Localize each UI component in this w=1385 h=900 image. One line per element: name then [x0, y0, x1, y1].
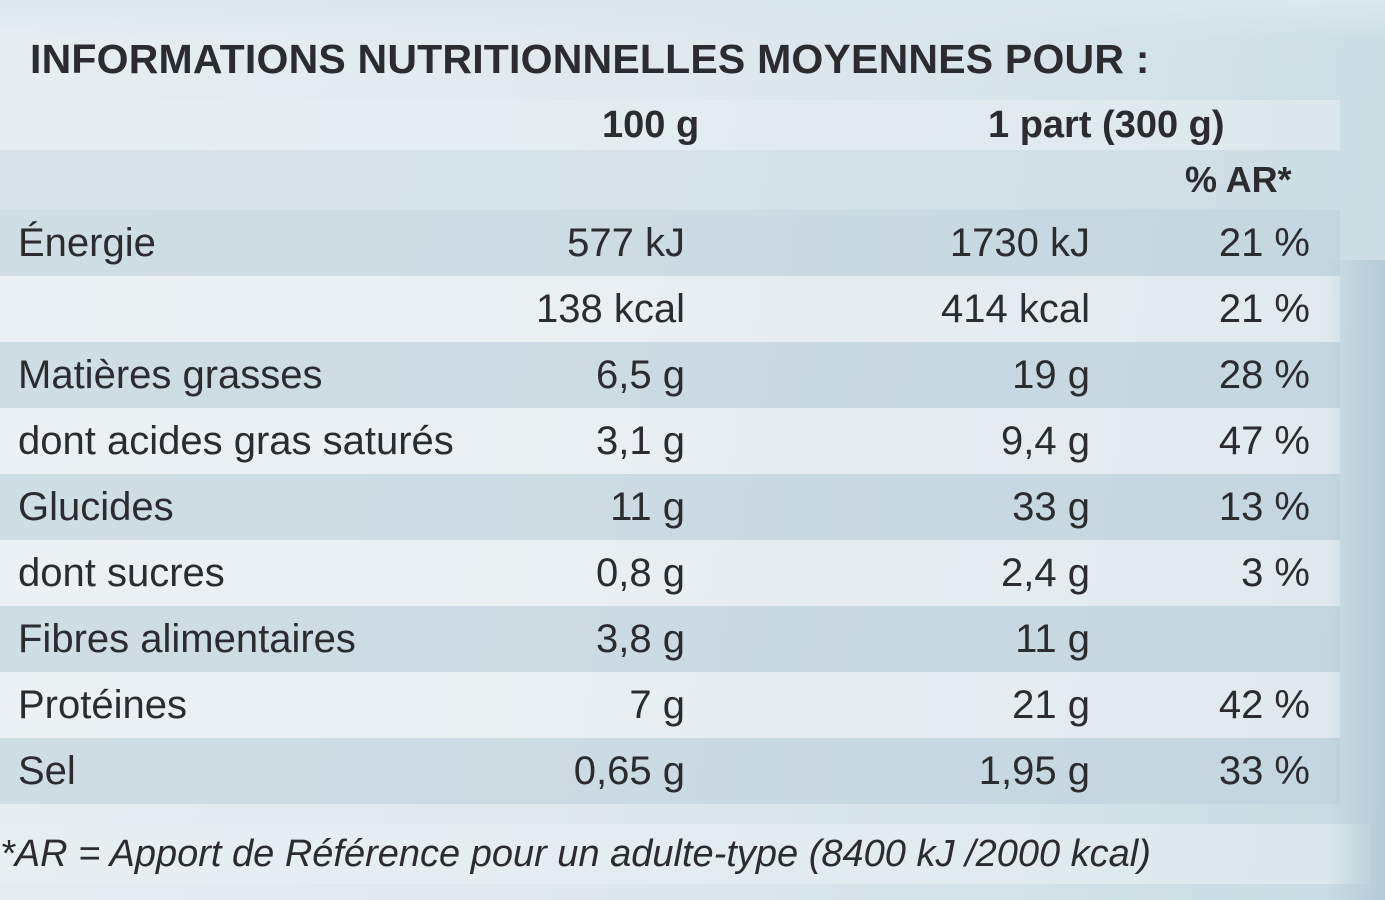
- value-ar: 42 %: [1218, 683, 1310, 727]
- nutrient-name: Sel: [18, 749, 76, 793]
- value-portion: 19 g: [1012, 353, 1090, 397]
- column-header-portion: 1 part (300 g): [988, 104, 1225, 146]
- column-header-ar: % AR*: [1185, 159, 1292, 200]
- value-ar: 13 %: [1218, 485, 1310, 529]
- value-portion: 21 g: [1012, 683, 1090, 727]
- table-row: Protéines 7 g 21 g 42 %: [0, 672, 1340, 738]
- value-ar: 47 %: [1218, 419, 1310, 463]
- value-portion: 2,4 g: [1001, 551, 1090, 595]
- value-ar: [1160, 606, 1310, 672]
- header-band: [0, 100, 1340, 150]
- value-ar: 3 %: [1241, 551, 1310, 595]
- table-row: Énergie 577 kJ 1730 kJ 21 %: [0, 210, 1340, 276]
- value-100g: 577 kJ: [567, 221, 685, 265]
- value-portion: 414 kcal: [941, 287, 1090, 331]
- footnote: *AR = Apport de Référence pour un adulte…: [0, 824, 1370, 884]
- value-100g: 138 kcal: [536, 287, 685, 331]
- table-row: 138 kcal 414 kcal 21 %: [0, 276, 1340, 342]
- ar-header-band: [0, 150, 1340, 210]
- column-header-100g: 100 g: [602, 104, 700, 146]
- top-shade: [0, 0, 1385, 40]
- value-ar: 28 %: [1218, 353, 1310, 397]
- nutrient-name: Protéines: [18, 683, 187, 727]
- nutrient-name: Énergie: [18, 221, 156, 265]
- value-100g: 3,8 g: [596, 617, 685, 661]
- nutrient-name: Matières grasses: [18, 353, 323, 397]
- value-portion: 11 g: [1015, 617, 1090, 661]
- table-row: Sel 0,65 g 1,95 g 33 %: [0, 738, 1340, 804]
- value-ar: 21 %: [1218, 221, 1310, 265]
- value-100g: 3,1 g: [596, 419, 685, 463]
- value-portion: 33 g: [1012, 485, 1090, 529]
- table-title: INFORMATIONS NUTRITIONNELLES MOYENNES PO…: [30, 36, 1150, 82]
- value-portion: 1,95 g: [978, 749, 1090, 793]
- value-ar: 21 %: [1218, 287, 1310, 331]
- value-100g: 11 g: [610, 485, 685, 529]
- table-row: dont acides gras saturés 3,1 g 9,4 g 47 …: [0, 408, 1340, 474]
- value-100g: 0,8 g: [596, 551, 685, 595]
- nutrient-name: Fibres alimentaires: [18, 617, 356, 661]
- value-100g: 7 g: [629, 683, 685, 727]
- value-100g: 0,65 g: [573, 749, 685, 793]
- value-portion: 9,4 g: [1001, 419, 1090, 463]
- value-100g: 6,5 g: [596, 353, 685, 397]
- value-portion: 1730 kJ: [949, 221, 1090, 265]
- value-ar: 33 %: [1218, 749, 1310, 793]
- table-row: Glucides 11 g 33 g 13 %: [0, 474, 1340, 540]
- table-row: Fibres alimentaires 3,8 g 11 g: [0, 606, 1340, 672]
- right-shade: [1325, 260, 1385, 900]
- nutrient-name: dont acides gras saturés: [18, 419, 454, 463]
- table-row: dont sucres 0,8 g 2,4 g 3 %: [0, 540, 1340, 606]
- nutrient-name: Glucides: [18, 485, 174, 529]
- nutrient-name: dont sucres: [18, 551, 225, 595]
- table-row: Matières grasses 6,5 g 19 g 28 %: [0, 342, 1340, 408]
